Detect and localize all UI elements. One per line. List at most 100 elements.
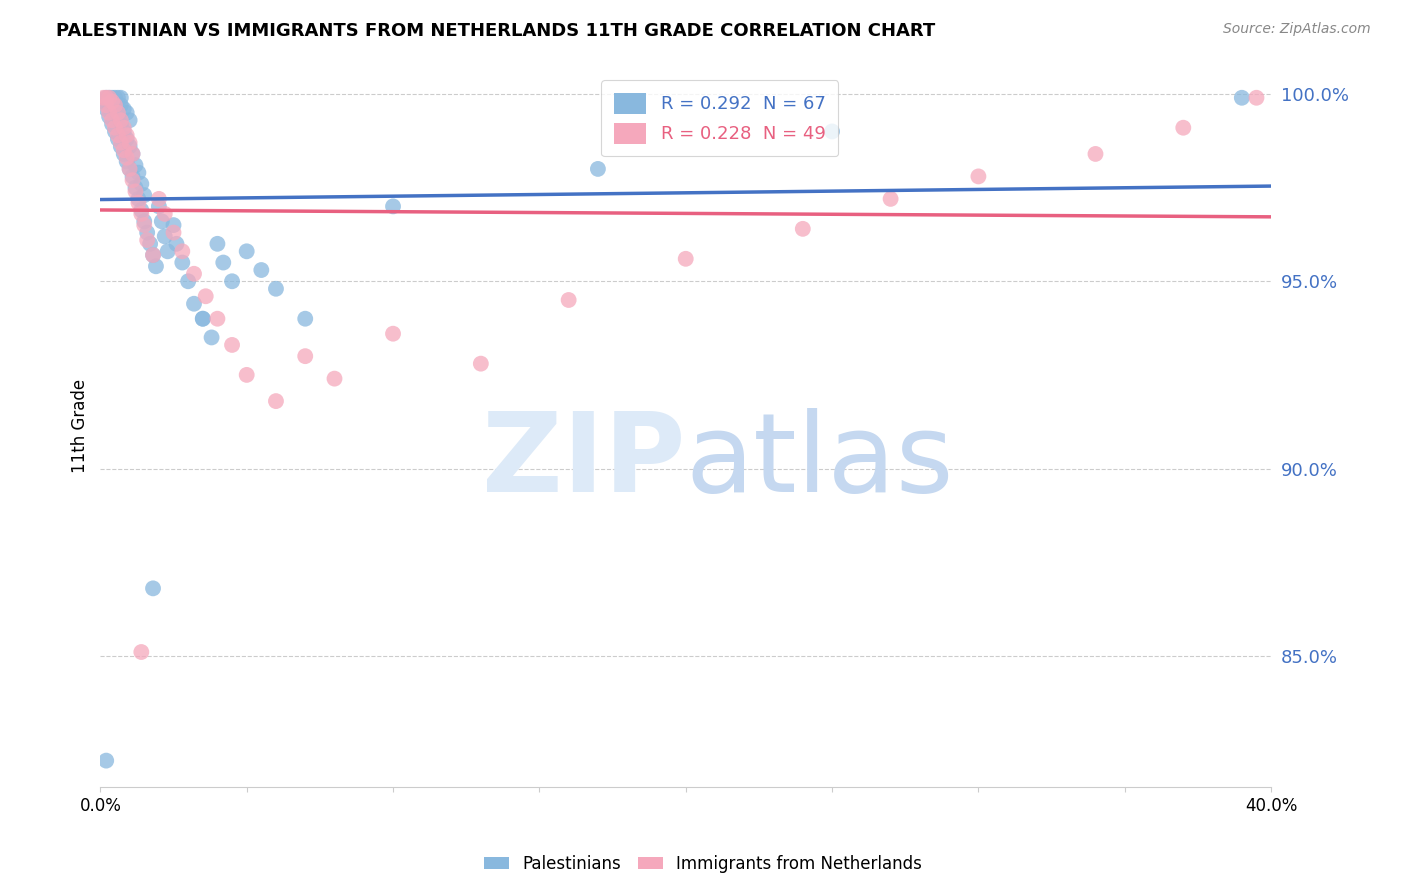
Point [162,226,184,240]
Point [101,95,124,109]
Point [382,199,405,213]
Point [121,147,143,161]
Point [115,154,138,169]
Point [124,158,146,172]
Point [118,113,141,128]
Y-axis label: 11th Grade: 11th Grade [72,378,89,473]
Point [110,139,132,153]
Point [792,222,814,236]
Point [323,371,346,385]
Point [134,188,156,202]
Point [112,102,135,116]
Point [107,105,129,120]
Point [115,132,138,146]
Text: PALESTINIAN VS IMMIGRANTS FROM NETHERLANDS 11TH GRADE CORRELATION CHART: PALESTINIAN VS IMMIGRANTS FROM NETHERLAN… [56,22,935,40]
Point [107,110,129,124]
Point [115,128,138,143]
Point [207,236,229,251]
Point [194,289,217,303]
Point [124,185,146,199]
Point [879,192,901,206]
Point [104,102,127,116]
Point [134,218,156,232]
Point [172,255,194,269]
Point [91,91,114,105]
Point [165,236,187,251]
Point [142,248,165,262]
Point [96,102,118,116]
Point [153,229,176,244]
Point [110,91,132,105]
Point [131,177,153,191]
Point [1230,91,1253,105]
Point [101,117,124,131]
Point [1084,147,1107,161]
Point [294,349,316,363]
Legend: Palestinians, Immigrants from Netherlands: Palestinians, Immigrants from Netherland… [478,848,928,880]
Point [112,147,135,161]
Point [200,330,222,344]
Point [118,161,141,176]
Legend: R = 0.292  N = 67, R = 0.228  N = 49: R = 0.292 N = 67, R = 0.228 N = 49 [602,80,838,156]
Point [1246,91,1268,105]
Point [98,110,121,124]
Point [136,233,159,247]
Point [134,214,156,228]
Point [148,199,170,213]
Point [107,128,129,143]
Point [112,120,135,135]
Point [104,91,127,105]
Point [101,91,124,105]
Point [136,226,159,240]
Point [191,311,214,326]
Point [118,161,141,176]
Point [118,139,141,153]
Point [139,236,162,251]
Point [150,214,173,228]
Text: ZIP: ZIP [482,408,686,515]
Point [183,297,205,311]
Point [98,91,121,105]
Point [145,260,167,274]
Point [127,195,149,210]
Point [131,203,153,218]
Point [96,91,118,105]
Point [264,282,287,296]
Point [127,192,149,206]
Point [212,255,235,269]
Point [250,263,273,277]
Point [177,274,200,288]
Point [172,244,194,259]
Point [821,124,844,138]
Point [131,645,153,659]
Point [1173,120,1195,135]
Point [294,311,316,326]
Point [98,105,121,120]
Point [162,218,184,232]
Text: Source: ZipAtlas.com: Source: ZipAtlas.com [1223,22,1371,37]
Point [104,120,127,135]
Point [98,98,121,112]
Point [104,98,127,112]
Point [142,582,165,596]
Point [183,267,205,281]
Point [191,311,214,326]
Point [115,151,138,165]
Point [221,338,243,352]
Point [107,132,129,146]
Point [104,124,127,138]
Point [96,754,118,768]
Point [121,173,143,187]
Point [118,136,141,150]
Point [124,180,146,194]
Point [121,169,143,184]
Point [110,117,132,131]
Point [557,293,579,307]
Point [127,166,149,180]
Point [207,311,229,326]
Text: atlas: atlas [686,408,955,515]
Point [153,207,176,221]
Point [110,136,132,150]
Point [221,274,243,288]
Point [264,394,287,409]
